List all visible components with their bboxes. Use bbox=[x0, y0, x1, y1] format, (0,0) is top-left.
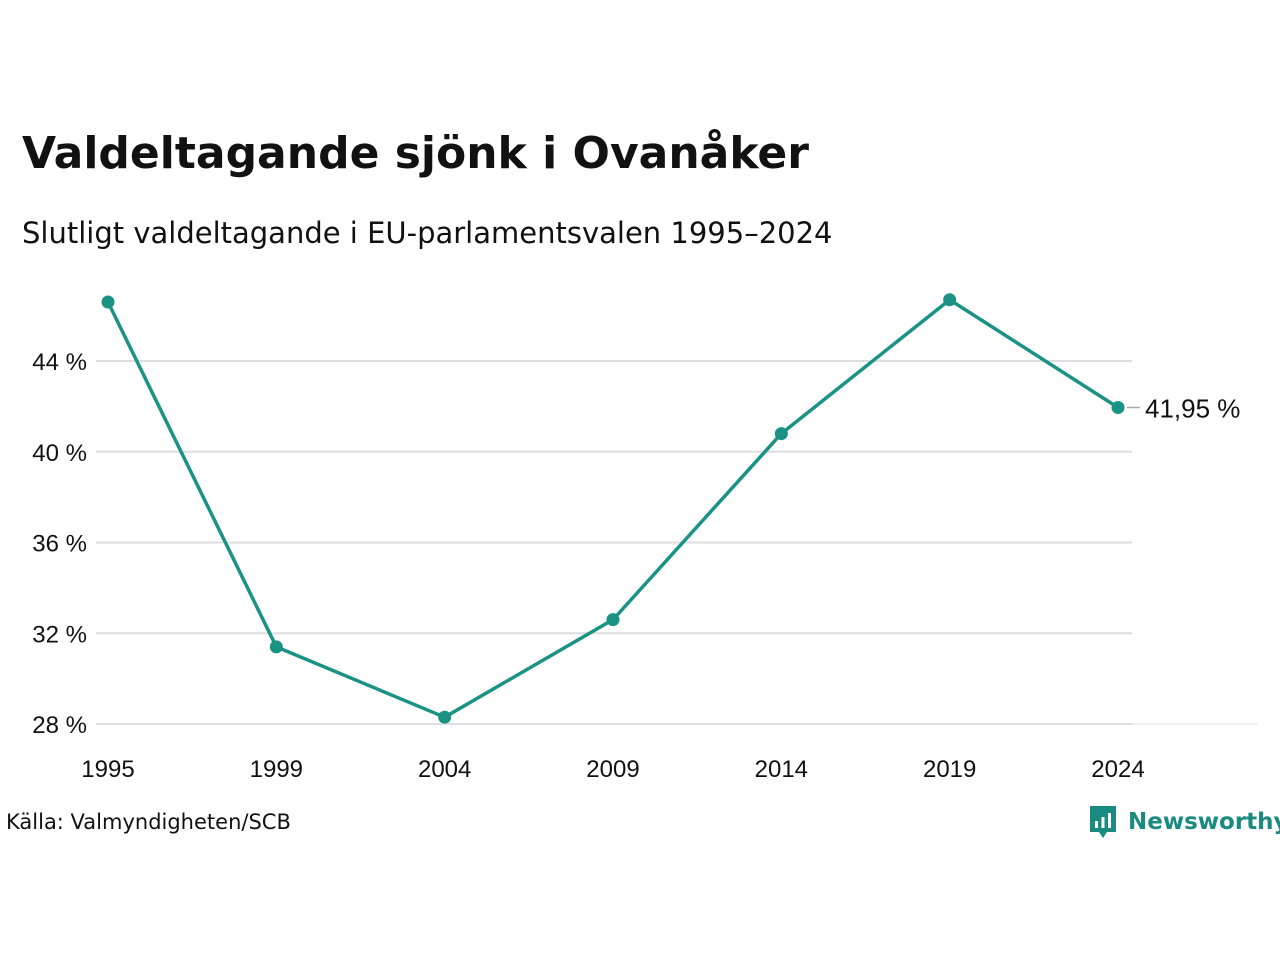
x-tick-label: 1999 bbox=[250, 756, 303, 783]
data-point[interactable] bbox=[438, 710, 452, 724]
data-point[interactable] bbox=[774, 427, 788, 441]
x-tick-label: 2014 bbox=[755, 756, 808, 783]
x-tick-label: 1995 bbox=[81, 756, 134, 783]
last-value-label: 41,95 % bbox=[1145, 394, 1240, 424]
x-tick-label: 2009 bbox=[586, 756, 639, 783]
y-axis-ticks: 28 % 32 % 36 % 44 % 40 % bbox=[32, 349, 87, 739]
data-point[interactable] bbox=[943, 293, 957, 307]
brand-logo[interactable]: Newsworthy bbox=[1088, 804, 1280, 840]
x-tick-label: 2004 bbox=[418, 756, 471, 783]
y-tick-label: 32 % bbox=[32, 621, 87, 648]
x-axis-ticks: 1995 1999 2004 2009 2014 2019 2024 bbox=[81, 756, 1144, 783]
y-tick-label: 44 % bbox=[32, 349, 87, 376]
data-point[interactable] bbox=[606, 613, 620, 627]
data-point[interactable] bbox=[101, 295, 115, 309]
source-note: Källa: Valmyndigheten/SCB bbox=[6, 810, 291, 834]
gridlines bbox=[96, 360, 1258, 725]
series-layer bbox=[101, 293, 1125, 724]
chart-subtitle: Slutligt valdeltagande i EU-parlamentsva… bbox=[22, 216, 833, 250]
y-tick-label: 36 % bbox=[32, 531, 87, 558]
newsworthy-logo-icon bbox=[1090, 806, 1116, 838]
x-tick-label: 2019 bbox=[923, 756, 976, 783]
brand-name: Newsworthy bbox=[1128, 809, 1280, 835]
chart-title: Valdeltagande sjönk i Ovanåker bbox=[22, 128, 809, 179]
data-point[interactable] bbox=[1111, 401, 1125, 415]
last-value-annotation: 41,95 % bbox=[1127, 394, 1240, 424]
data-point[interactable] bbox=[269, 640, 283, 654]
x-tick-label: 2024 bbox=[1091, 756, 1144, 783]
y-tick-label: 40 % bbox=[32, 440, 87, 467]
series-line bbox=[106, 297, 1119, 719]
y-tick-label: 28 % bbox=[32, 712, 87, 739]
